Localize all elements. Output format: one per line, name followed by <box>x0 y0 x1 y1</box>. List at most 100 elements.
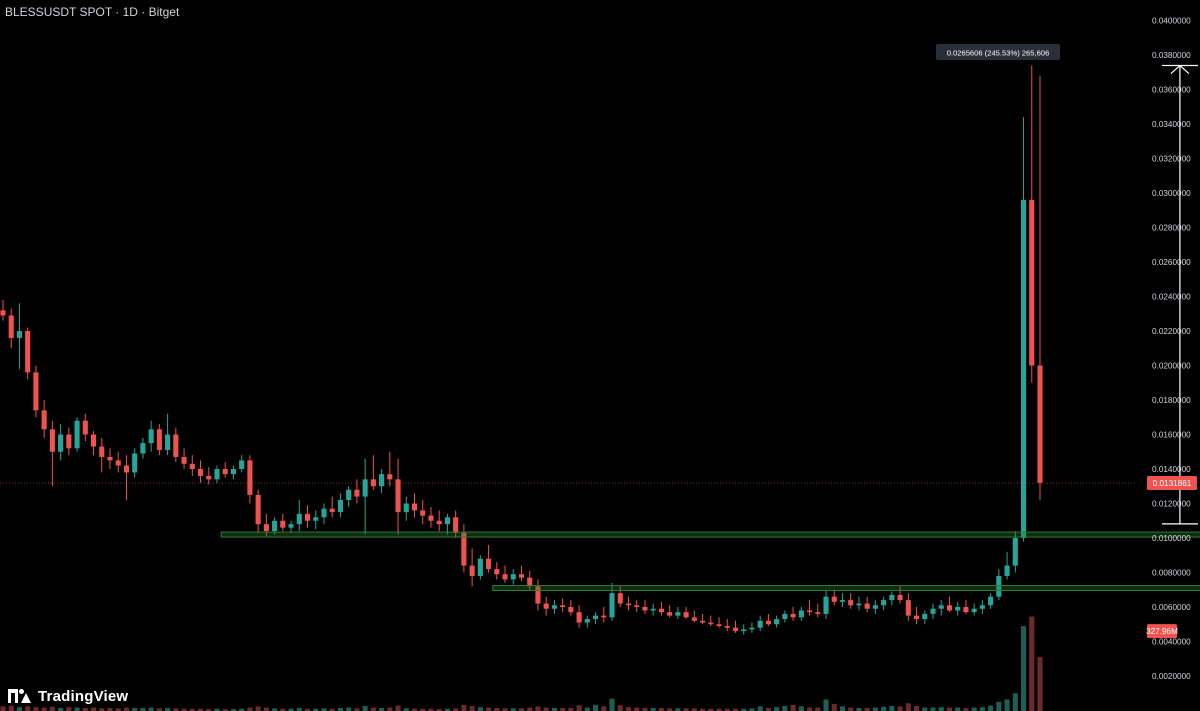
volume-bar <box>272 708 278 711</box>
candle-body <box>609 593 615 618</box>
volume-bar <box>395 705 401 711</box>
volume-bar <box>856 707 862 711</box>
price-tick-label: 0.0100000 <box>1152 534 1191 543</box>
measure-tool[interactable]: 0.0265606 (245.53%) 265,606 <box>936 44 1198 525</box>
candle-body <box>560 605 566 607</box>
candlesticks <box>0 65 1043 635</box>
candle-body <box>946 605 953 611</box>
price-tick-label: 0.0380000 <box>1152 51 1191 60</box>
candle-body <box>156 429 162 451</box>
candle-body <box>74 420 80 449</box>
candle-body <box>996 575 1002 597</box>
candle-body <box>148 429 154 444</box>
volume-bar <box>486 707 492 711</box>
candle-body <box>551 605 557 609</box>
chart-title[interactable]: BLESSUSDT SPOT · 1D · Bitget <box>5 5 180 19</box>
candle-body <box>757 620 763 628</box>
candle-body <box>716 624 722 626</box>
volume-bar <box>1020 626 1027 711</box>
candle-body <box>971 608 977 613</box>
volume-bar <box>642 707 648 711</box>
support-lines[interactable] <box>220 531 1200 592</box>
volume-bar <box>25 706 31 711</box>
candle-body <box>955 607 961 611</box>
volume-bar <box>1012 693 1018 711</box>
candle-body <box>1012 538 1018 566</box>
volume-bar <box>815 707 821 711</box>
volume-bar <box>263 707 269 711</box>
candle-body <box>420 510 426 516</box>
candle-body <box>823 596 829 614</box>
price-tick-label: 0.0260000 <box>1152 258 1191 267</box>
volume-bar <box>469 705 475 711</box>
candle-body <box>486 558 492 570</box>
candle-body <box>313 517 319 521</box>
price-tick-label: 0.0340000 <box>1152 120 1191 129</box>
last-price-label: 0.0131861 <box>1153 479 1192 488</box>
tradingview-logo[interactable]: TradingView <box>8 686 128 706</box>
volume-bar <box>453 708 459 711</box>
candle-body <box>82 420 88 435</box>
candle-body <box>683 612 689 618</box>
candle-body <box>872 605 878 609</box>
volume-bar <box>979 707 985 711</box>
volume-bar <box>346 707 352 711</box>
candle-body <box>601 615 607 618</box>
volume-bar <box>1037 657 1043 711</box>
candle-body <box>897 594 903 601</box>
volume-bar <box>848 707 854 711</box>
candle-body <box>0 310 6 316</box>
volume-bar <box>963 707 969 711</box>
candle-body <box>1029 199 1035 366</box>
volume-bar <box>411 708 418 711</box>
volume-bar <box>132 707 138 711</box>
volume-bar <box>872 707 878 711</box>
volume-bar <box>708 708 714 711</box>
candle-body <box>691 617 697 621</box>
volume-bar <box>41 707 47 711</box>
candle-body <box>428 515 434 521</box>
candle-body <box>667 612 673 616</box>
volume-bar <box>329 708 335 711</box>
candle-body <box>296 513 302 525</box>
candle-body <box>337 500 343 513</box>
volume-bar <box>683 708 689 711</box>
volume-bar <box>938 707 944 711</box>
volume-bar <box>66 707 72 711</box>
candle-body <box>165 434 171 451</box>
candle-body <box>864 603 870 609</box>
price-tick-label: 0.0060000 <box>1152 603 1191 612</box>
volume-bar <box>197 708 204 711</box>
candle-body <box>625 603 632 606</box>
candle-body <box>502 574 508 580</box>
volume-bar <box>881 706 887 711</box>
volume-bar <box>716 708 722 711</box>
volume-badge <box>1147 624 1177 639</box>
candle-body <box>230 469 236 475</box>
candle-body <box>527 577 533 587</box>
measure-label: 0.0265606 (245.53%) 265,606 <box>947 49 1050 58</box>
candle-body <box>411 503 418 511</box>
price-tick-label: 0.0400000 <box>1152 17 1191 26</box>
volume-bar <box>518 708 525 711</box>
volume-bar <box>955 707 961 711</box>
volume-bar <box>691 708 697 711</box>
volume-bar <box>634 707 640 711</box>
candle-body <box>469 565 475 576</box>
volume-bar <box>337 707 343 711</box>
candle-body <box>593 615 599 620</box>
volume-bar <box>988 705 994 711</box>
volume-bar <box>864 707 870 711</box>
volume-bar <box>403 708 409 711</box>
support-line[interactable] <box>492 585 1200 592</box>
candle-body <box>436 520 442 525</box>
volume-bar <box>543 707 549 711</box>
price-axis[interactable]: 0.0020000 0.0040000 0.0060000 0.0080000 0.01… <box>1146 17 1197 682</box>
candle-body <box>518 574 525 578</box>
price-tick-label: 0.0080000 <box>1152 569 1191 578</box>
candle-body <box>708 622 714 625</box>
support-line[interactable] <box>220 531 1200 538</box>
candle-body <box>214 469 220 480</box>
candle-body <box>856 603 862 606</box>
